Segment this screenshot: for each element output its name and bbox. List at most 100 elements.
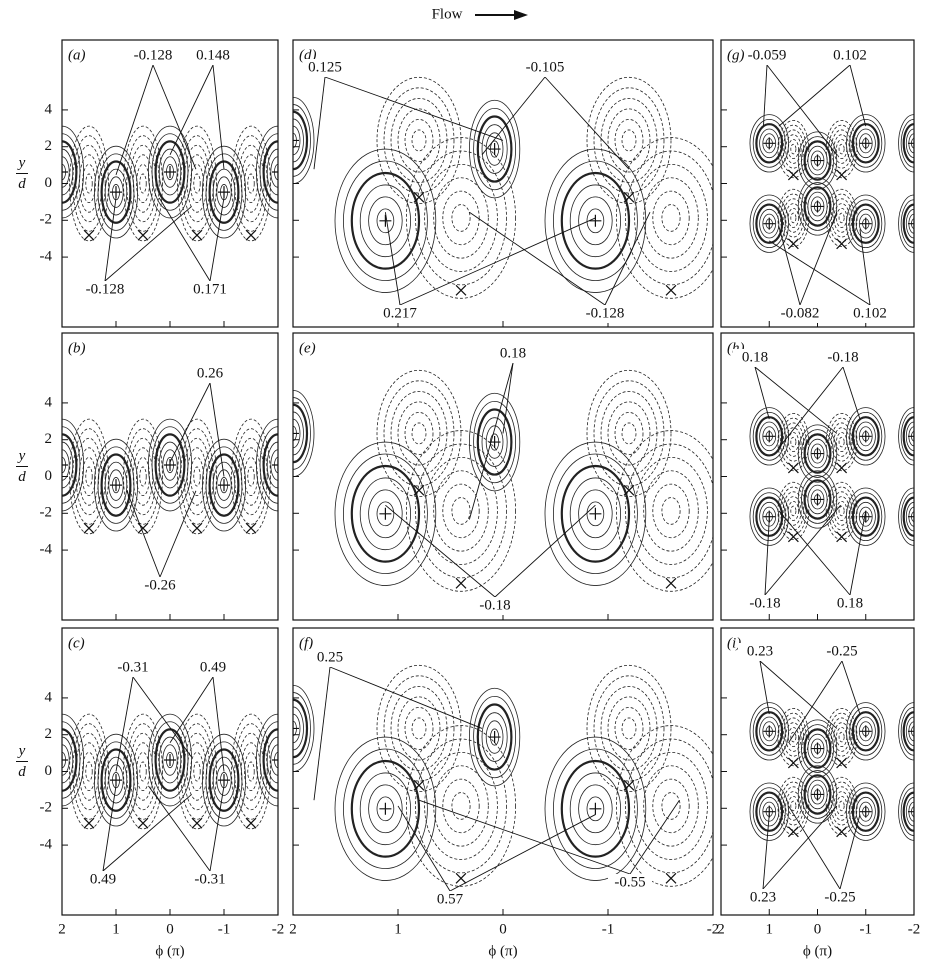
- panel-label: (a): [68, 47, 86, 63]
- contour-line: [616, 137, 713, 299]
- contour-line: [451, 204, 471, 232]
- contour-line: [621, 422, 637, 445]
- contour-line: [442, 778, 480, 834]
- contour-line: [759, 128, 780, 159]
- contour-line: [625, 443, 713, 579]
- contour-line: [855, 128, 876, 159]
- contour-line: [85, 173, 93, 194]
- leader-line: [469, 211, 606, 306]
- cross-marker: [665, 577, 677, 589]
- leader-line: [209, 197, 225, 282]
- contour-level-label: 0.148: [196, 47, 230, 63]
- contour-level-label: 0.18: [742, 349, 768, 365]
- contour-line: [607, 108, 651, 173]
- plus-marker: [859, 805, 872, 818]
- contour-line: [376, 664, 462, 792]
- contour-line: [216, 764, 232, 796]
- contour-level-label: -0.31: [117, 659, 148, 675]
- contour-line: [828, 781, 855, 831]
- y-tick-label: -2: [40, 212, 53, 228]
- leader-line: [324, 76, 504, 141]
- contour-line: [810, 784, 825, 805]
- contour-line: [749, 114, 789, 173]
- contour-line: [177, 125, 217, 242]
- leader-line: [754, 366, 770, 420]
- contour-line: [777, 412, 810, 472]
- cross-marker: [83, 229, 95, 241]
- contour-line: [136, 456, 150, 497]
- plus-marker: [859, 137, 872, 150]
- y-tick-label: 4: [45, 101, 53, 117]
- cross-marker: [836, 462, 848, 474]
- annotation-bg: [191, 47, 235, 65]
- y-tick-label: -4: [40, 837, 53, 853]
- contour-line: [851, 203, 880, 244]
- y-tick-label: -2: [40, 505, 53, 521]
- panel-label: (b): [68, 340, 86, 356]
- cross-marker: [413, 191, 425, 203]
- y-tick-label: 2: [45, 138, 53, 154]
- contour-line: [234, 723, 268, 820]
- leader-line: [399, 217, 596, 306]
- contour-line: [851, 711, 880, 752]
- contour-line: [782, 786, 805, 826]
- plus-marker: [218, 774, 230, 787]
- contour-line: [237, 732, 265, 811]
- contour-line: [833, 203, 850, 233]
- contour-line: [855, 501, 876, 532]
- contour-line: [544, 736, 647, 881]
- contour-line: [810, 738, 825, 759]
- y-tick-label: 0: [45, 468, 53, 484]
- leader-line: [859, 229, 871, 306]
- contour-line: [201, 145, 246, 239]
- contour-line: [383, 87, 455, 194]
- plus-marker: [811, 447, 824, 460]
- contour-line: [846, 487, 886, 546]
- panel-label: (g): [727, 47, 745, 63]
- contour-line: [123, 713, 163, 830]
- plus-marker: [379, 214, 392, 227]
- leader-line: [126, 490, 161, 578]
- contour-line: [858, 721, 873, 742]
- contour-line: [405, 137, 516, 299]
- contour-line: [359, 772, 411, 846]
- annotation-bg: [583, 305, 627, 323]
- contour-line: [75, 144, 103, 223]
- leader-line: [152, 64, 197, 170]
- contour-line: [846, 782, 886, 841]
- contour-line: [177, 418, 217, 535]
- annotation-bg: [820, 643, 864, 661]
- plus-marker: [293, 722, 299, 735]
- panel-label-bg: [66, 634, 90, 652]
- contour-line: [485, 720, 504, 754]
- contour-line: [777, 481, 810, 541]
- plus-marker: [379, 802, 392, 815]
- contour-line: [147, 125, 192, 219]
- contour-line: [158, 441, 182, 489]
- contour-line: [293, 713, 301, 744]
- contour-line: [586, 664, 672, 792]
- contour-line: [560, 171, 631, 270]
- contour-line: [247, 466, 255, 487]
- leader-line: [849, 64, 867, 127]
- contour-line: [180, 135, 214, 232]
- contour-line: [830, 129, 853, 169]
- panel-label-bg: [66, 46, 90, 64]
- contour-line: [777, 776, 810, 836]
- contour-line: [780, 712, 807, 762]
- contour-line: [905, 208, 914, 239]
- contour-line: [451, 497, 471, 525]
- contours: [293, 664, 713, 887]
- leader-line: [313, 76, 326, 170]
- x-tick-label: 2: [717, 921, 725, 937]
- annotation-bg: [378, 305, 422, 323]
- contour-level-label: 0.49: [90, 871, 116, 887]
- contour-line: [473, 696, 517, 779]
- annotation-bg: [83, 281, 127, 299]
- leader-line: [629, 799, 680, 875]
- contour-line: [830, 422, 853, 462]
- leader-line: [769, 240, 871, 306]
- contour-level-label: 0.18: [837, 595, 863, 611]
- leader-line: [169, 64, 214, 155]
- plus-marker: [272, 166, 278, 179]
